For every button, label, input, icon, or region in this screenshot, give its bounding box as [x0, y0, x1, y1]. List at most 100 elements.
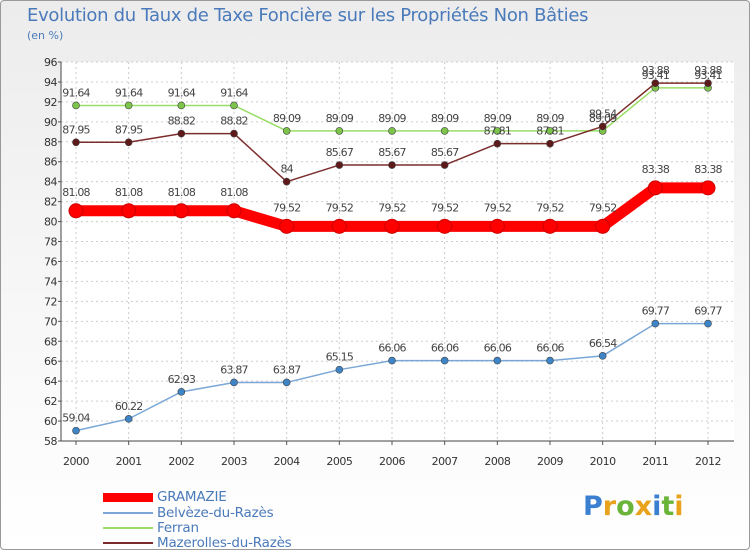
data-label-belveze-du-razes: 66.06	[484, 342, 512, 355]
data-label-gramazie: 83.38	[694, 163, 722, 176]
data-point-gramazie	[121, 203, 137, 219]
data-point-belveze-du-razes	[282, 378, 291, 387]
chart-title: Evolution du Taux de Taxe Foncière sur l…	[27, 5, 589, 26]
data-point-belveze-du-razes	[72, 426, 80, 435]
data-label-ferran: 89.09	[378, 112, 406, 125]
data-point-mazerolles-du-razes	[704, 79, 712, 87]
data-label-ferran: 89.09	[431, 112, 459, 125]
data-point-mazerolles-du-razes	[388, 161, 396, 169]
data-point-gramazie	[226, 203, 242, 219]
data-label-gramazie: 79.52	[589, 201, 617, 214]
x-tick-label: 2003	[221, 455, 247, 468]
data-point-mazerolles-du-razes	[546, 139, 554, 148]
logo-letter: i	[674, 491, 684, 522]
data-point-belveze-du-razes	[546, 356, 554, 365]
data-label-belveze-du-razes: 66.54	[589, 337, 617, 350]
data-label-gramazie: 81.08	[168, 186, 196, 199]
y-tick-label: 76	[44, 255, 57, 268]
legend-swatch-belveze	[103, 512, 153, 514]
data-point-mazerolles-du-razes	[230, 129, 238, 138]
data-label-gramazie: 79.52	[378, 201, 406, 214]
data-label-belveze-du-razes: 69.77	[694, 305, 722, 318]
x-tick-label: 2012	[695, 455, 721, 468]
proxiti-logo: Proxiti	[583, 491, 684, 522]
data-point-belveze-du-razes	[598, 352, 607, 360]
y-tick-label: 92	[44, 96, 57, 109]
y-tick-label: 64	[44, 375, 57, 388]
x-tick-label: 2002	[168, 455, 194, 468]
data-label-belveze-du-razes: 65.15	[326, 351, 354, 364]
legend-label-gramazie: GRAMAZIE	[157, 489, 227, 505]
y-tick-label: 96	[44, 56, 57, 69]
data-label-mazerolles-du-razes: 85.67	[326, 146, 354, 159]
data-label-mazerolles-du-razes: 93.88	[642, 64, 670, 77]
x-tick-label: 2007	[432, 455, 458, 468]
legend-swatch-ferran	[103, 527, 153, 529]
data-label-gramazie: 79.52	[326, 201, 354, 214]
logo-letter: P	[583, 491, 603, 522]
y-tick-label: 90	[44, 116, 57, 129]
data-point-ferran	[493, 127, 502, 135]
data-point-belveze-du-razes	[704, 319, 712, 328]
data-label-gramazie: 79.52	[273, 201, 301, 214]
data-point-ferran	[124, 101, 133, 110]
data-label-belveze-du-razes: 66.06	[536, 342, 564, 355]
data-label-ferran: 91.64	[220, 86, 248, 99]
data-label-ferran: 89.09	[536, 112, 564, 125]
data-point-belveze-du-razes	[388, 356, 396, 365]
logo-letter: r	[602, 491, 617, 522]
data-point-ferran	[282, 127, 291, 135]
data-label-mazerolles-du-razes: 87.81	[484, 125, 512, 138]
y-tick-label: 72	[44, 295, 57, 308]
data-point-mazerolles-du-razes	[124, 138, 133, 147]
data-label-belveze-du-razes: 59.04	[62, 412, 90, 425]
data-label-gramazie: 83.38	[642, 163, 670, 176]
y-tick-label: 68	[44, 335, 57, 348]
data-label-ferran: 91.64	[115, 86, 143, 99]
data-label-mazerolles-du-razes: 87.95	[62, 123, 90, 136]
data-point-ferran	[546, 127, 554, 135]
logo-letter: t	[661, 491, 675, 522]
y-unit-label: (en %)	[27, 29, 64, 42]
legend-swatch-mazerolles	[103, 542, 153, 544]
y-tick-label: 66	[44, 355, 57, 368]
x-tick-label: 2001	[116, 455, 142, 468]
legend-swatch-gramazie	[103, 493, 153, 502]
data-point-ferran	[72, 101, 80, 110]
data-point-gramazie	[437, 218, 453, 234]
data-label-mazerolles-du-razes: 87.95	[115, 123, 143, 136]
legend-label-ferran: Ferran	[157, 520, 199, 536]
data-label-gramazie: 81.08	[220, 186, 248, 199]
y-tick-label: 82	[44, 196, 57, 209]
data-label-mazerolles-du-razes: 89.54	[589, 107, 617, 120]
data-point-mazerolles-du-razes	[651, 79, 660, 87]
data-point-belveze-du-razes	[440, 356, 449, 365]
data-label-mazerolles-du-razes: 88.82	[168, 115, 196, 128]
data-label-ferran: 89.09	[273, 112, 301, 125]
y-tick-label: 74	[44, 275, 57, 288]
legend-label-belveze: Belvèze-du-Razès	[157, 505, 274, 521]
data-point-belveze-du-razes	[177, 388, 186, 396]
y-tick-label: 84	[44, 176, 57, 189]
data-label-gramazie: 81.08	[115, 186, 143, 199]
data-point-gramazie	[595, 218, 611, 234]
data-label-belveze-du-razes: 66.06	[431, 342, 459, 355]
data-point-mazerolles-du-razes	[440, 161, 449, 169]
data-label-belveze-du-razes: 63.87	[220, 363, 248, 376]
x-tick-label: 2010	[590, 455, 616, 468]
data-label-mazerolles-du-razes: 87.81	[536, 125, 564, 138]
data-point-mazerolles-du-razes	[335, 161, 344, 169]
y-tick-label: 86	[44, 156, 57, 169]
data-point-mazerolles-du-razes	[493, 139, 502, 148]
data-point-mazerolles-du-razes	[72, 138, 80, 147]
data-label-gramazie: 79.52	[484, 201, 512, 214]
data-label-mazerolles-du-razes: 85.67	[431, 146, 459, 159]
data-point-ferran	[230, 101, 238, 110]
x-tick-label: 2005	[326, 455, 352, 468]
y-tick-label: 88	[44, 136, 57, 149]
logo-letter: x	[634, 491, 653, 522]
data-label-gramazie: 79.52	[536, 201, 564, 214]
y-tick-label: 94	[44, 76, 57, 89]
data-point-mazerolles-du-razes	[598, 122, 607, 131]
